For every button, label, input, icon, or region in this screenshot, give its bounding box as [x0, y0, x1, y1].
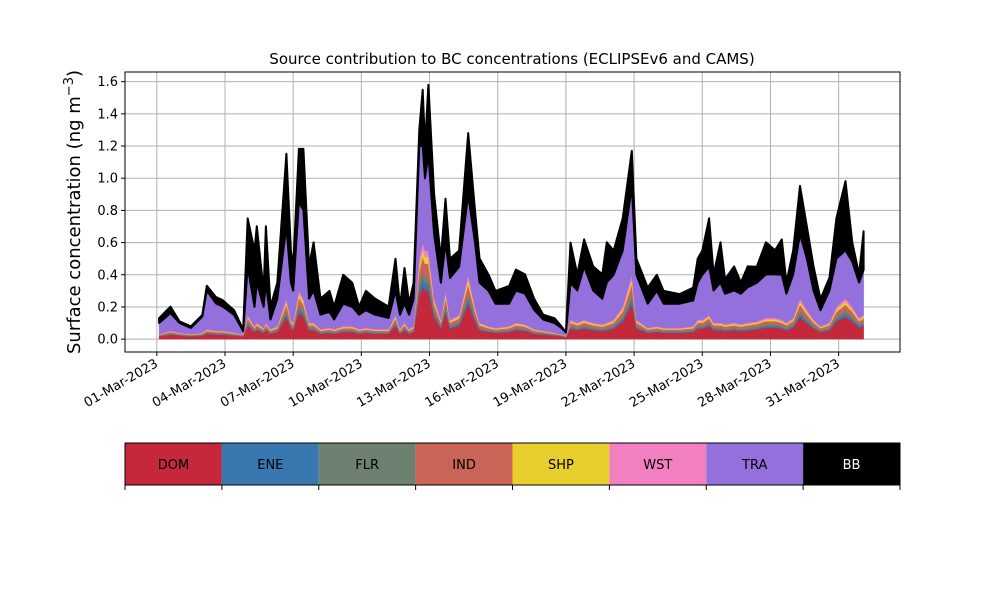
x-tick-label: 19-Mar-2023 — [491, 356, 570, 410]
y-tick-label: 0.4 — [97, 268, 118, 283]
legend-swatch-ene — [221, 443, 319, 485]
x-tick-label: 22-Mar-2023 — [559, 356, 638, 410]
legend-swatch-ind — [415, 443, 513, 485]
x-tick-label: 10-Mar-2023 — [286, 356, 365, 410]
plot-frame — [124, 71, 901, 353]
y-tick-label: 1.4 — [97, 107, 118, 122]
x-tick-label: 28-Mar-2023 — [695, 356, 774, 410]
legend-colorbar: DOM ENE FLR IND SHP WST TRA BB — [124, 442, 901, 490]
y-tick-label: 0.8 — [97, 204, 118, 219]
legend-swatch-shp — [512, 443, 610, 485]
stacked-areas — [158, 83, 865, 340]
y-tick-label: 1.0 — [97, 172, 118, 187]
legend-swatch-flr — [318, 443, 416, 485]
y-axis-label-end: ) — [64, 70, 85, 77]
y-axis-label-main: Surface concentration (ng m — [64, 96, 85, 354]
y-tick-label: 1.6 — [97, 75, 118, 90]
x-tick-label: 16-Mar-2023 — [423, 356, 502, 410]
legend-label: DOM — [158, 458, 189, 473]
legend-label: BB — [843, 458, 861, 473]
x-tick-label: 07-Mar-2023 — [218, 356, 297, 410]
area-bb — [158, 83, 865, 334]
legend-label: ENE — [257, 458, 283, 473]
y-tick-label: 0.0 — [97, 333, 118, 348]
legend-swatch-wst — [609, 443, 707, 485]
x-tick-label: 13-Mar-2023 — [354, 356, 433, 410]
legend-swatch-tra — [706, 443, 804, 485]
legend-label: IND — [452, 458, 476, 473]
x-tick-label: 31-Mar-2023 — [763, 356, 842, 410]
y-tick-label: 0.6 — [97, 236, 118, 251]
legend-label: WST — [643, 458, 672, 473]
x-tick-label: 25-Mar-2023 — [627, 356, 706, 410]
legend-swatch-bb — [803, 443, 900, 485]
x-tick-label: 01-Mar-2023 — [82, 356, 161, 410]
legend-label: TRA — [741, 458, 767, 473]
legend-label: SHP — [548, 458, 574, 473]
legend-swatch-dom — [125, 443, 222, 485]
y-axis-label: Surface concentration (ng m−3) — [62, 70, 85, 354]
y-axis-label-sup: −3 — [62, 77, 77, 96]
x-tick-label: 04-Mar-2023 — [150, 356, 229, 410]
y-tick-label: 1.2 — [97, 140, 118, 155]
x-axis: 01-Mar-202304-Mar-202307-Mar-202310-Mar-… — [82, 352, 843, 411]
legend-label: FLR — [355, 458, 379, 473]
chart-title: Source contribution to BC concentrations… — [269, 50, 754, 68]
y-tick-label: 0.2 — [97, 300, 118, 315]
y-axis: 0.0 0.2 0.4 0.6 0.8 1.0 1.2 1.4 1.6 — [97, 75, 125, 348]
